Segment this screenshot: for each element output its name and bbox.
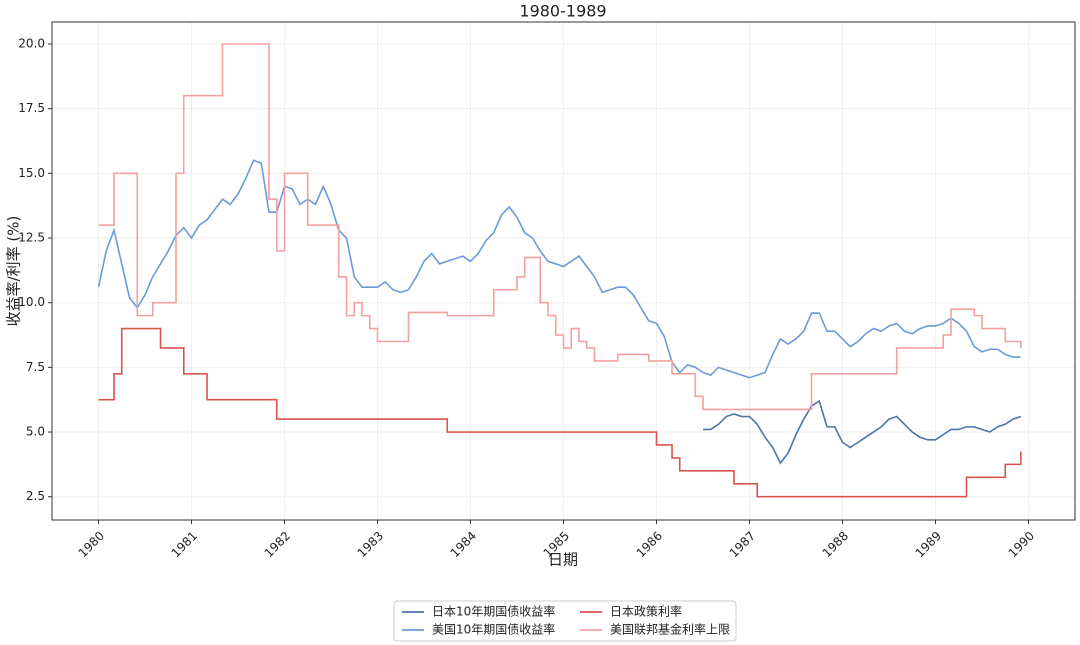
y-tick-label: 5.0 [26,425,45,439]
series-line [97,159,1021,379]
x-tick-label: 1988 [820,529,851,560]
series-line [98,43,1022,411]
x-tick-label: 1980 [76,529,107,560]
x-tick-label: 1981 [169,529,200,560]
y-tick-label: 15.0 [18,166,45,180]
legend-label: 日本10年期国债收益率 [432,604,555,619]
y-tick-label: 7.5 [26,360,45,374]
chart-title: 1980-1989 [519,2,606,21]
series-line [703,399,1022,465]
y-tick-label: 20.0 [18,36,45,50]
series-line [98,327,1022,498]
x-tick-label: 1987 [727,529,758,560]
x-tick-label: 1982 [262,529,293,560]
x-tick-label: 1989 [913,529,944,560]
legend-label: 日本政策利率 [610,604,682,619]
y-tick-label: 2.5 [26,489,45,503]
x-tick-label: 1984 [448,529,479,560]
y-tick-label: 17.5 [18,101,45,115]
x-tick-label: 1986 [634,529,665,560]
x-tick-label: 1990 [1006,529,1037,560]
y-tick-label: 10.0 [18,295,45,309]
y-axis-label: 收益率/利率 (%) [5,216,23,327]
plot-frame [51,21,1076,521]
y-tick-label: 12.5 [18,231,45,245]
legend-label: 美国联邦基金利率上限 [610,622,730,637]
x-axis-label: 日期 [548,551,578,569]
legend-label: 美国10年期国债收益率 [432,622,555,637]
x-tick-label: 1983 [355,529,386,560]
legend-box [393,600,737,642]
